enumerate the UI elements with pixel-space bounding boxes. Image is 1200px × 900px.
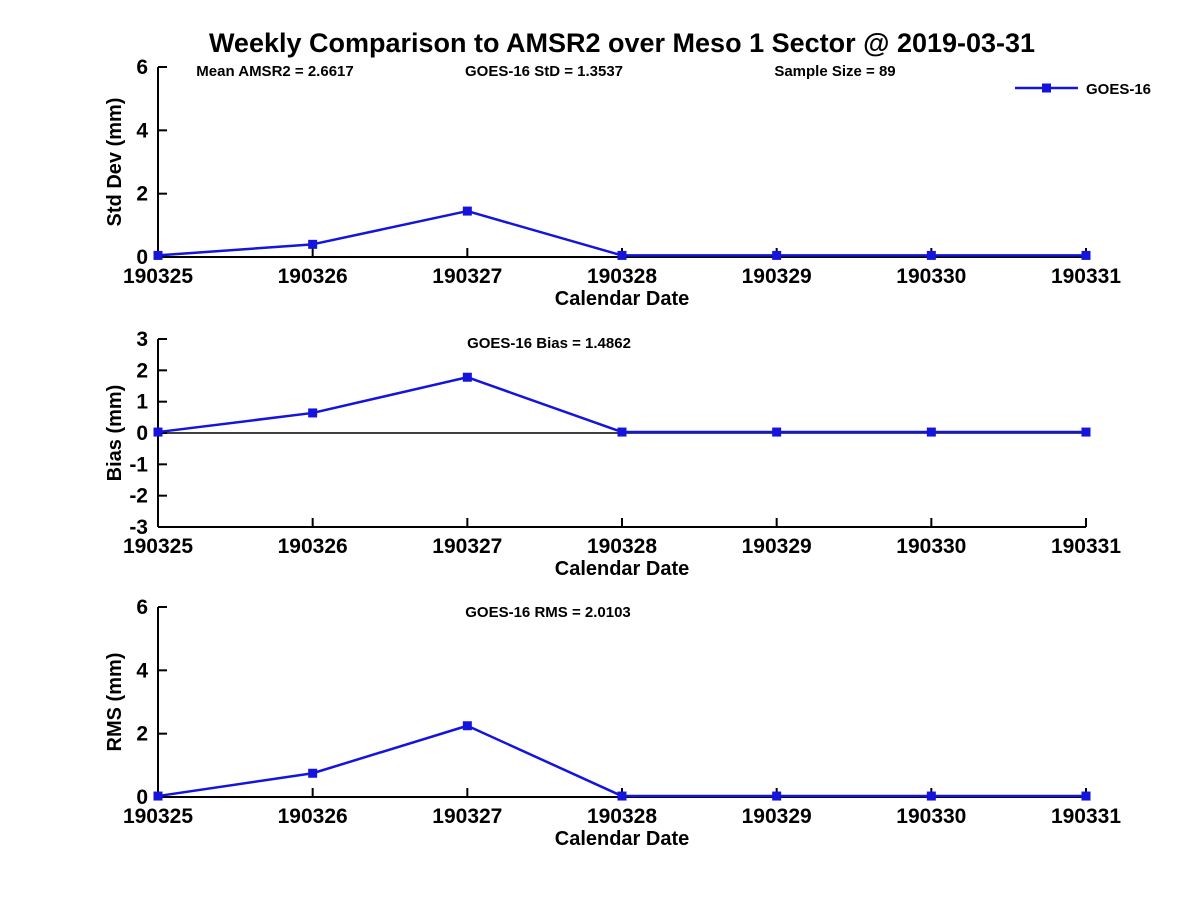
x-tick-label: 190328 [587,265,657,288]
x-tick-label: 190325 [123,535,193,558]
y-tick-label: 6 [136,56,148,79]
x-tick-label: 190327 [432,265,502,288]
data-point-marker [1081,250,1091,260]
legend-label: GOES-16 [1086,81,1151,98]
data-point-marker [308,408,318,418]
x-tick-label: 190330 [896,535,966,558]
data-line [157,375,1086,434]
y-tick-label: 2 [136,183,148,206]
y-tick-label: -2 [129,485,148,508]
data-point-marker [462,372,472,382]
x-tick-label: 190325 [123,265,193,288]
y-tick-label: 3 [136,328,148,351]
x-tick-label: 190326 [278,265,348,288]
x-tick-label: 190328 [587,535,657,558]
figure-title: Weekly Comparison to AMSR2 over Meso 1 S… [209,28,1035,58]
x-tick-label: 190326 [278,535,348,558]
x-tick-label: 190329 [742,805,812,828]
x-tick-label: 190325 [123,805,193,828]
data-point-marker [772,427,782,437]
x-tick-label: 190331 [1051,265,1121,288]
chart-panels: 0 2 4 6 190325 190326 190327 190328 190329 190330… [104,56,1151,850]
x-tick-label: 190328 [587,805,657,828]
data-point-marker [617,791,627,801]
y-axis-title: Bias (mm) [104,385,126,482]
bias-panel: -3 -2 -1 0 1 2 3 190325 190326 190327 190328 190329… [104,328,1121,580]
y-tick-label: 2 [136,723,148,746]
y-tick-label: 0 [136,246,148,269]
x-tick-label: 190331 [1051,535,1121,558]
data-point-marker [772,791,782,801]
y-tick-label: -3 [129,516,148,539]
x-axis-title: Calendar Date [555,558,690,580]
y-axis-title: Std Dev (mm) [104,98,126,227]
data-point-marker [617,250,627,260]
y-tick-label: 4 [136,119,148,142]
x-tick-label: 190327 [432,535,502,558]
y-tick-label: -1 [129,453,148,476]
data-line [157,724,1086,798]
data-point-marker [1081,791,1091,801]
x-tick-label: 190329 [742,535,812,558]
x-tick-label: 190331 [1051,805,1121,828]
data-point-marker [462,206,472,216]
std-dev-panel: 0 2 4 6 190325 190326 190327 190328 190329 190330… [104,56,1151,310]
y-tick-label: 0 [136,786,148,809]
x-axis-title: Calendar Date [555,288,690,310]
annotation: GOES-16 Bias = 1.4862 [467,335,631,352]
y-tick-label: 2 [136,359,148,382]
y-tick-label: 6 [136,596,148,619]
x-tick-label: 190326 [278,805,348,828]
y-tick-label: 1 [136,391,148,414]
annotation: GOES-16 RMS = 2.0103 [465,604,631,621]
data-point-marker [772,250,782,260]
data-point-marker [308,768,318,778]
x-tick-label: 190327 [432,805,502,828]
annotation: Mean AMSR2 = 2.6617 [196,63,353,80]
x-tick-label: 190329 [742,265,812,288]
x-tick-label: 190330 [896,805,966,828]
data-point-marker [153,250,163,260]
data-point-marker [926,791,936,801]
data-point-marker [1081,427,1091,437]
data-point-marker [153,427,163,437]
data-point-marker [308,239,318,249]
data-point-marker [153,791,163,801]
y-axis-title: RMS (mm) [104,653,126,752]
data-point-marker [462,721,472,731]
data-point-marker [617,427,627,437]
rms-panel: 0 2 4 6 190325 190326 190327 190328 190329 190330… [104,596,1121,850]
annotation: GOES-16 StD = 1.3537 [465,63,623,80]
x-axis-title: Calendar Date [555,828,690,850]
data-point-marker [926,250,936,260]
x-tick-label: 190330 [896,265,966,288]
y-tick-label: 0 [136,422,148,445]
annotation: Sample Size = 89 [774,63,895,80]
data-point-marker [926,427,936,437]
legend-marker [1042,83,1051,93]
y-tick-label: 4 [136,659,148,682]
